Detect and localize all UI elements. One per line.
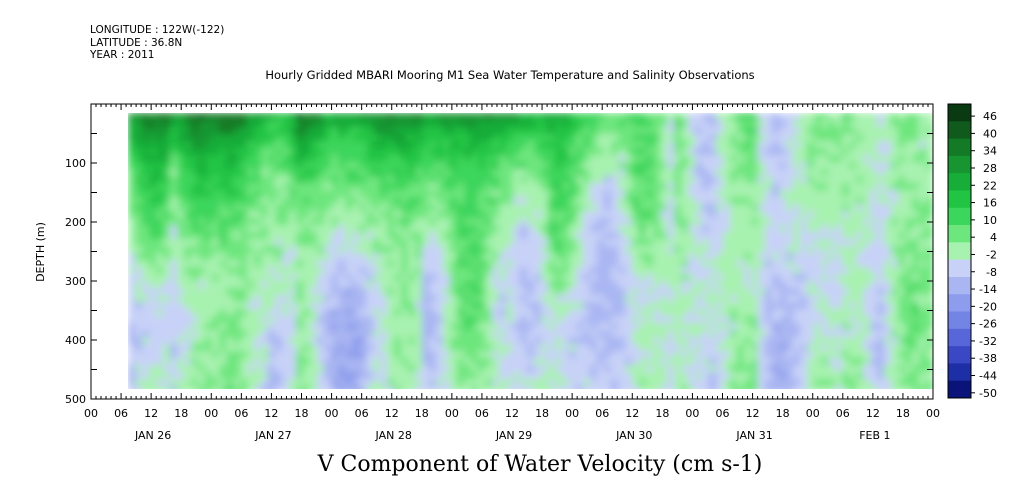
colorbar-swatch: [948, 259, 971, 278]
x-hour-label: 06: [595, 407, 609, 420]
colorbar-label: -38: [979, 352, 997, 365]
heatmap-field: [128, 113, 933, 389]
colorbar-label: -14: [979, 283, 997, 296]
colorbar-swatch: [948, 276, 971, 295]
x-hour-label: 06: [716, 407, 730, 420]
colorbar-label: 16: [983, 197, 997, 210]
x-day-label: JAN 30: [615, 429, 652, 442]
x-hour-label: 00: [685, 407, 699, 420]
x-hour-label: 00: [445, 407, 459, 420]
colorbar-swatch: [948, 138, 971, 157]
x-day-label: JAN 29: [495, 429, 532, 442]
x-hour-label: 00: [565, 407, 579, 420]
latitude-label: LATITUDE : 36.8N: [90, 36, 183, 49]
colorbar-swatch: [948, 311, 971, 330]
x-hour-label: 12: [625, 407, 639, 420]
metadata-block: LONGITUDE : 122W(-122) LATITUDE : 36.8N …: [90, 24, 224, 62]
colorbar-label: -26: [979, 318, 997, 331]
colorbar-label: 4: [990, 231, 997, 244]
x-day-label: JAN 26: [134, 429, 171, 442]
y-tick-label: 500: [65, 393, 86, 406]
x-hour-label: 18: [295, 407, 309, 420]
colorbar-swatch: [948, 363, 971, 382]
colorbar-label: -32: [979, 335, 997, 348]
x-day-label: FEB 1: [859, 429, 890, 442]
colorbar-swatch: [948, 155, 971, 174]
x-hour-label: 12: [264, 407, 278, 420]
colorbar-swatch: [948, 328, 971, 347]
colorbar-swatch: [948, 121, 971, 140]
x-hour-label: 06: [234, 407, 248, 420]
x-hour-label: 12: [385, 407, 399, 420]
x-hour-label: 12: [866, 407, 880, 420]
colorbar-swatch: [948, 225, 971, 243]
colorbar-swatch: [948, 190, 971, 209]
x-hour-label: 06: [114, 407, 128, 420]
x-hour-label: 00: [204, 407, 218, 420]
x-hour-label: 12: [505, 407, 519, 420]
x-day-label: JAN 27: [254, 429, 291, 442]
colorbar-label: -2: [986, 248, 997, 261]
colorbar-label: 40: [983, 127, 997, 140]
colorbar-label: -44: [979, 370, 997, 383]
colorbar-swatch: [948, 173, 971, 191]
colorbar-label: -8: [986, 266, 997, 279]
colorbar-swatch: [948, 294, 971, 313]
colorbar-swatch: [948, 242, 971, 261]
colorbar-label: -50: [979, 387, 997, 400]
colorbar-label: 46: [983, 110, 997, 123]
colorbar-label: 34: [983, 145, 997, 158]
colorbar-label: 22: [983, 179, 997, 192]
x-hour-label: 18: [535, 407, 549, 420]
x-axis: 00 06 12 18 00 06 12 18 00 06 12 18 00 06 12 18 00 06 12 18…: [84, 104, 940, 442]
x-hour-label: 00: [926, 407, 940, 420]
y-tick-label: 200: [65, 216, 86, 229]
x-hour-label: 18: [174, 407, 188, 420]
x-hour-label: 18: [776, 407, 790, 420]
x-day-label: JAN 31: [735, 429, 772, 442]
colorbar-swatch: [948, 207, 971, 226]
x-hour-label: 18: [655, 407, 669, 420]
x-hour-label: 12: [746, 407, 760, 420]
y-tick-label: 300: [65, 275, 86, 288]
colorbar-swatch: [948, 346, 971, 364]
x-hour-label: 06: [836, 407, 850, 420]
x-hour-label: 00: [325, 407, 339, 420]
x-hour-label: 18: [896, 407, 910, 420]
colorbar-label: 10: [983, 214, 997, 227]
x-hour-label: 06: [355, 407, 369, 420]
x-hour-label: 06: [475, 407, 489, 420]
colorbar-swatch: [948, 380, 971, 399]
x-hour-label: 12: [144, 407, 158, 420]
x-axis-title: V Component of Water Velocity (cm s-1): [317, 452, 763, 477]
x-day-label: JAN 28: [375, 429, 412, 442]
y-tick-label: 400: [65, 334, 86, 347]
colorbar-label: 28: [983, 162, 997, 175]
y-tick-label: 100: [65, 157, 86, 170]
x-hour-label: 18: [415, 407, 429, 420]
colorbar-legend: 46 40 34 28 22 16 10 4 -2 -8 -14 -20 -26 -32 -38 -44 -50: [947, 103, 997, 400]
y-axis: 100 200 300 400 500: [65, 133, 933, 406]
longitude-label: LONGITUDE : 122W(-122): [90, 24, 225, 36]
colorbar-swatch: [948, 104, 971, 122]
colorbar-label: -20: [979, 300, 997, 313]
year-label: YEAR : 2011: [90, 49, 155, 61]
y-axis-label: DEPTH (m): [34, 222, 47, 282]
x-hour-label: 00: [806, 407, 820, 420]
x-hour-label: 00: [84, 407, 98, 420]
chart-title: Hourly Gridded MBARI Mooring M1 Sea Wate…: [265, 68, 755, 82]
